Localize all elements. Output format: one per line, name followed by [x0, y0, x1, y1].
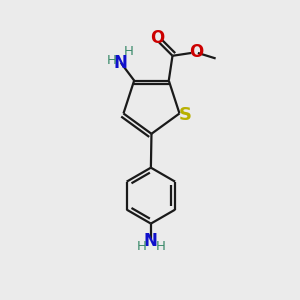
Text: H: H [136, 240, 146, 253]
Text: N: N [144, 232, 158, 250]
Text: H: H [155, 240, 165, 253]
Text: H: H [124, 45, 134, 58]
Text: O: O [150, 29, 165, 47]
Text: O: O [190, 44, 204, 62]
Text: S: S [178, 106, 191, 124]
Text: H: H [107, 54, 117, 67]
Text: N: N [114, 54, 128, 72]
